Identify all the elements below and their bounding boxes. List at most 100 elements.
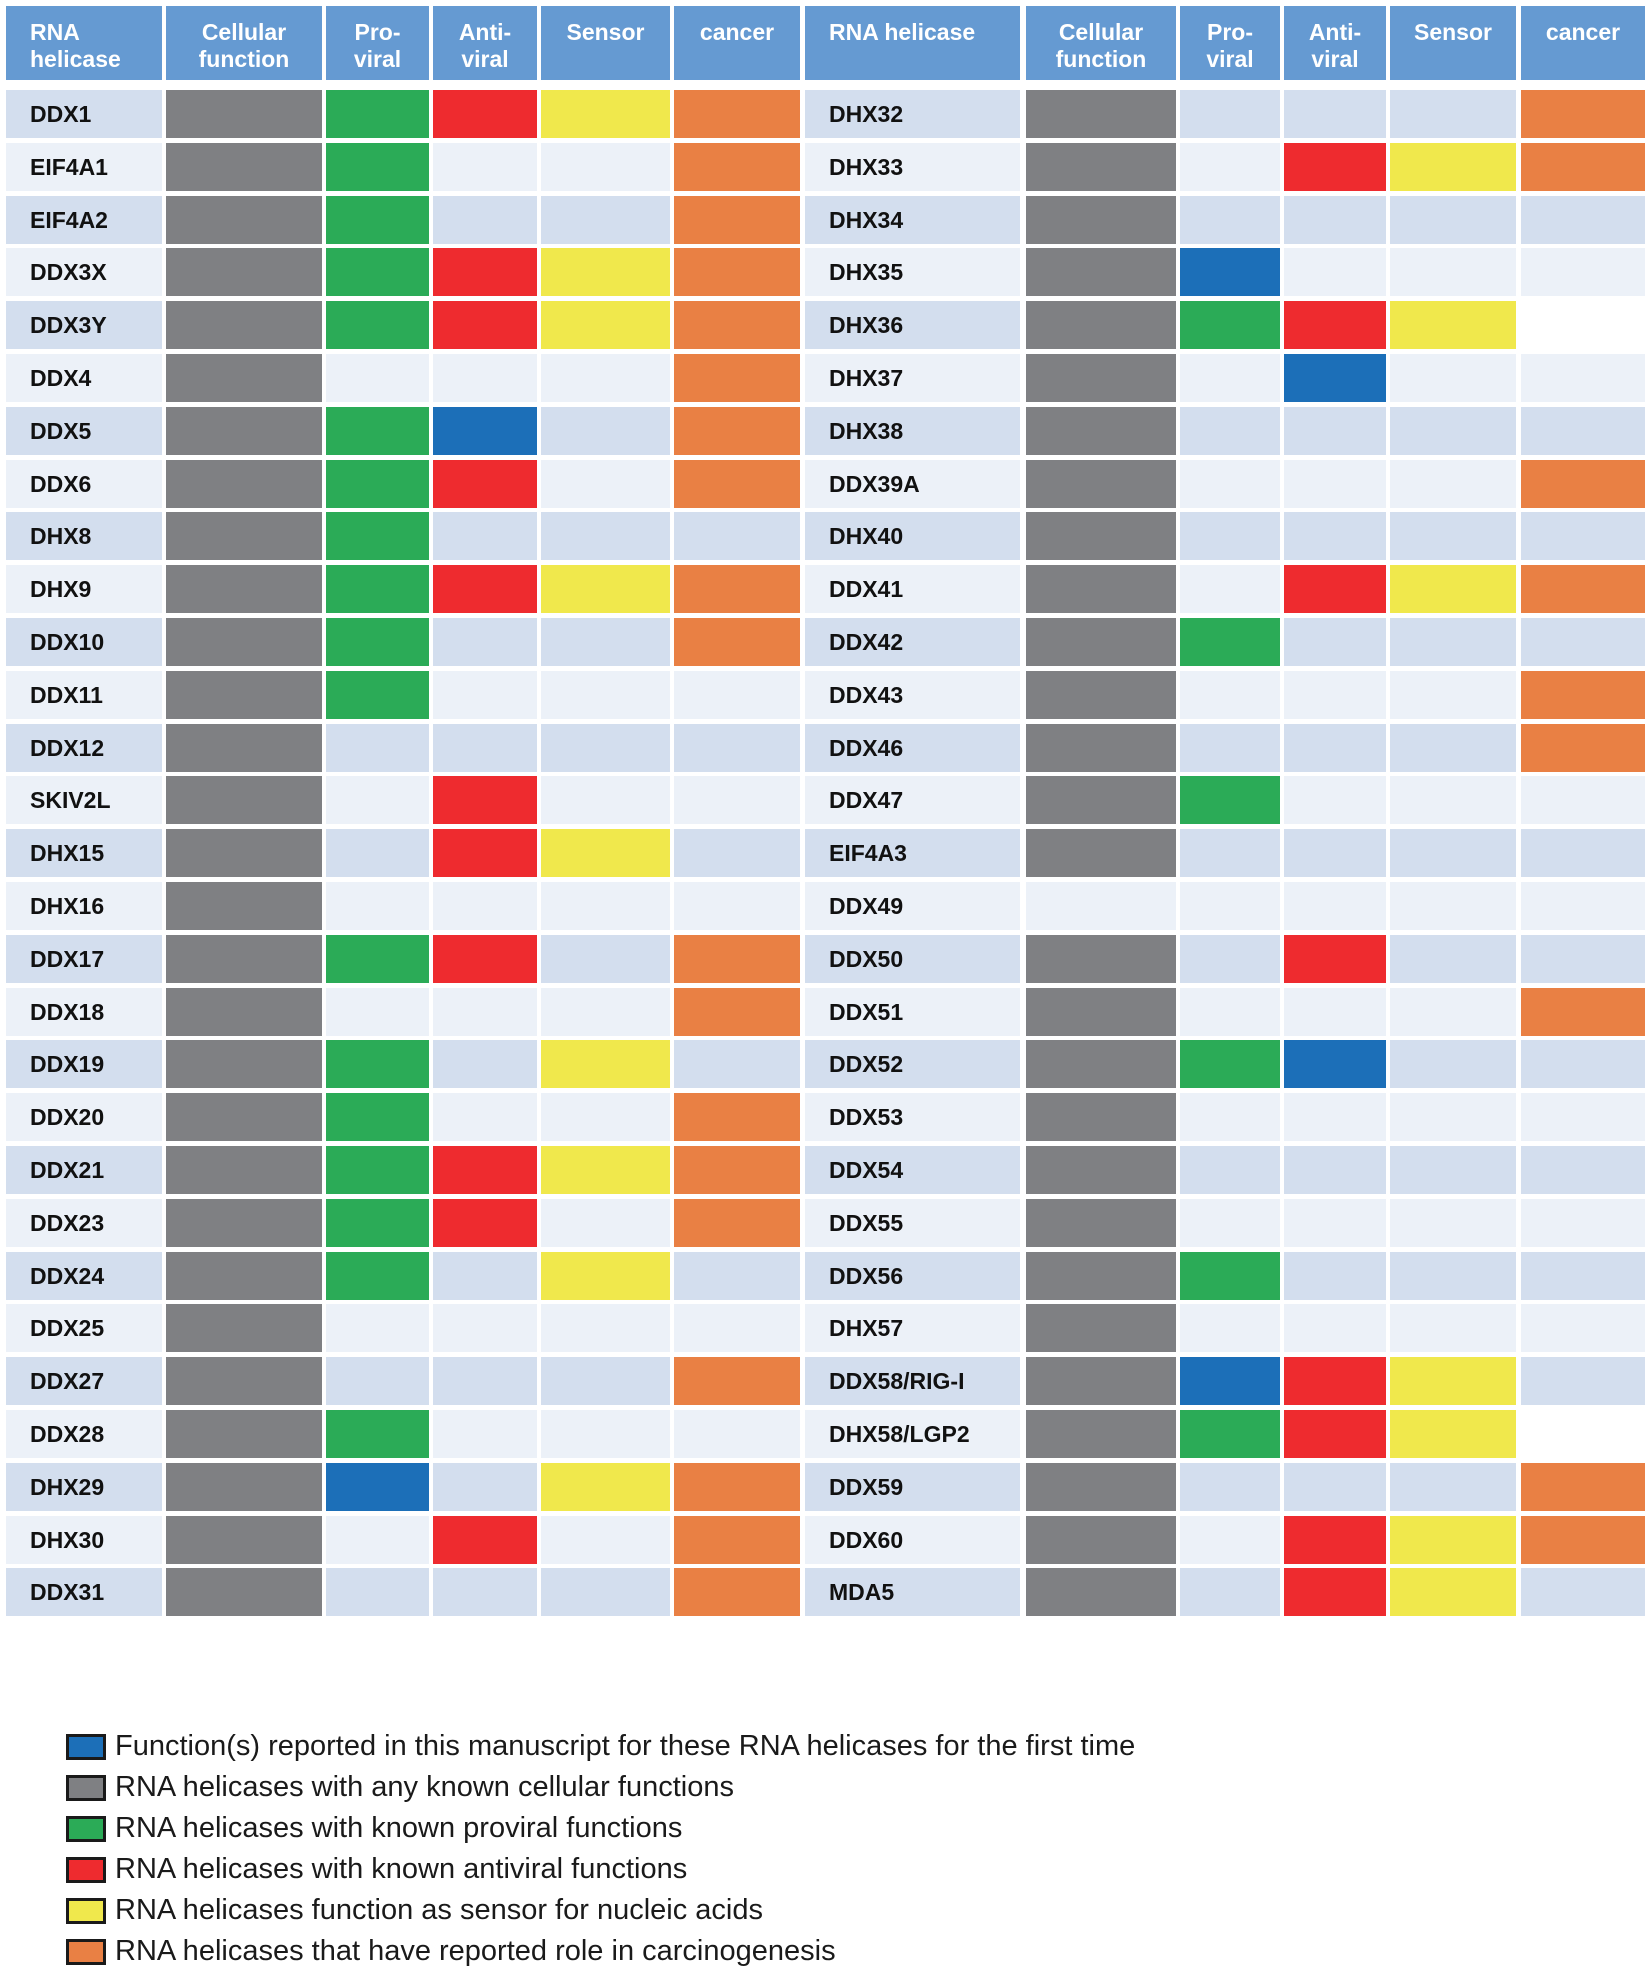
cell-proviral-right [1180, 248, 1280, 296]
legend-item-cellular: RNA helicases with any known cellular fu… [66, 1767, 1266, 1808]
cell-antiviral-left [433, 1568, 537, 1616]
helicase-name-left: DDX10 [6, 618, 162, 666]
cell-cellular-left [166, 512, 322, 560]
cell-cellular-left [166, 724, 322, 772]
cell-cancer-left [674, 1463, 800, 1511]
legend-swatch-blue [66, 1733, 106, 1760]
cell-cellular-left [166, 1252, 322, 1300]
helicase-name-left: DDX3X [6, 248, 162, 296]
cell-antiviral-right [1284, 1357, 1386, 1405]
cell-proviral-right [1180, 1463, 1280, 1511]
helicase-name-left: DDX17 [6, 935, 162, 983]
cell-proviral-right [1180, 1146, 1280, 1194]
helicase-name-right: DDX43 [805, 671, 1020, 719]
helicase-name-left: DDX3Y [6, 301, 162, 349]
helicase-name-right: DDX42 [805, 618, 1020, 666]
cell-cancer-right [1521, 301, 1645, 349]
cell-proviral-left [326, 776, 429, 824]
legend-item-cancer: RNA helicases that have reported role in… [66, 1931, 1266, 1972]
cell-cancer-right [1521, 1199, 1645, 1247]
cell-sensor-right [1390, 512, 1516, 560]
cell-sensor-right [1390, 776, 1516, 824]
cell-cancer-left [674, 724, 800, 772]
helicase-name-left: DDX20 [6, 1093, 162, 1141]
helicase-name-right: EIF4A3 [805, 829, 1020, 877]
cell-sensor-left [541, 90, 670, 138]
cell-sensor-right [1390, 301, 1516, 349]
helicase-name-left: EIF4A1 [6, 143, 162, 191]
column-header-left-antiviral: Anti- viral [433, 6, 537, 80]
cell-sensor-left [541, 512, 670, 560]
cell-cancer-left [674, 618, 800, 666]
cell-sensor-right [1390, 618, 1516, 666]
cell-cellular-right [1026, 1252, 1176, 1300]
cell-cellular-left [166, 1463, 322, 1511]
cell-proviral-right [1180, 829, 1280, 877]
cell-proviral-right [1180, 1304, 1280, 1352]
legend-label: RNA helicases with known antiviral funct… [115, 1853, 688, 1885]
cell-proviral-left [326, 90, 429, 138]
cell-cellular-right [1026, 248, 1176, 296]
cell-cellular-right [1026, 1146, 1176, 1194]
cell-antiviral-left [433, 882, 537, 930]
cell-antiviral-right [1284, 776, 1386, 824]
cell-proviral-right [1180, 1516, 1280, 1564]
cell-proviral-left [326, 1252, 429, 1300]
legend-label: RNA helicases with known proviral functi… [115, 1812, 683, 1844]
cell-cellular-left [166, 1568, 322, 1616]
cell-cellular-left [166, 1516, 322, 1564]
cell-antiviral-right [1284, 565, 1386, 613]
cell-antiviral-right [1284, 1304, 1386, 1352]
cell-sensor-right [1390, 1252, 1516, 1300]
cell-antiviral-right [1284, 301, 1386, 349]
cell-sensor-right [1390, 1516, 1516, 1564]
cell-cancer-left [674, 196, 800, 244]
cell-cancer-right [1521, 1463, 1645, 1511]
cell-cancer-right [1521, 1568, 1645, 1616]
cell-proviral-right [1180, 1199, 1280, 1247]
cell-cellular-right [1026, 143, 1176, 191]
cell-antiviral-left [433, 1463, 537, 1511]
cell-cellular-left [166, 829, 322, 877]
helicase-name-left: DDX25 [6, 1304, 162, 1352]
cell-cellular-right [1026, 1463, 1176, 1511]
cell-antiviral-left [433, 354, 537, 402]
cell-antiviral-right [1284, 196, 1386, 244]
cell-antiviral-right [1284, 882, 1386, 930]
cell-antiviral-left [433, 1516, 537, 1564]
cell-cancer-left [674, 988, 800, 1036]
cell-proviral-left [326, 1410, 429, 1458]
cell-sensor-left [541, 565, 670, 613]
cell-cancer-left [674, 248, 800, 296]
cell-proviral-left [326, 1463, 429, 1511]
cell-proviral-right [1180, 935, 1280, 983]
cell-antiviral-left [433, 512, 537, 560]
column-header-left-cellular: Cellular function [166, 6, 322, 80]
cell-sensor-left [541, 354, 670, 402]
helicase-name-right: DHX33 [805, 143, 1020, 191]
cell-cancer-right [1521, 1146, 1645, 1194]
cell-proviral-right [1180, 301, 1280, 349]
cell-cellular-right [1026, 460, 1176, 508]
cell-antiviral-left [433, 671, 537, 719]
cell-proviral-left [326, 1146, 429, 1194]
cell-proviral-left [326, 1199, 429, 1247]
cell-cellular-left [166, 301, 322, 349]
cell-antiviral-left [433, 724, 537, 772]
cell-cancer-left [674, 1304, 800, 1352]
cell-proviral-right [1180, 143, 1280, 191]
helicase-name-left: DDX31 [6, 1568, 162, 1616]
cell-cancer-right [1521, 460, 1645, 508]
cell-proviral-left [326, 935, 429, 983]
cell-proviral-left [326, 829, 429, 877]
cell-sensor-left [541, 988, 670, 1036]
helicase-name-left: SKIV2L [6, 776, 162, 824]
cell-antiviral-left [433, 988, 537, 1036]
cell-proviral-left [326, 1516, 429, 1564]
helicase-name-left: EIF4A2 [6, 196, 162, 244]
legend-item-first-time: Function(s) reported in this manuscript … [66, 1726, 1266, 1767]
cell-sensor-right [1390, 565, 1516, 613]
cell-cancer-left [674, 935, 800, 983]
helicase-name-left: DHX29 [6, 1463, 162, 1511]
cell-antiviral-left [433, 618, 537, 666]
